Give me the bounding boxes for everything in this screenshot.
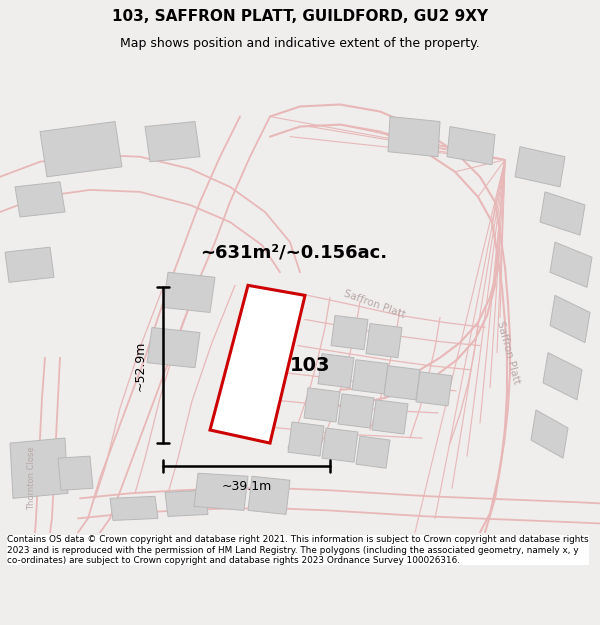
Polygon shape: [356, 436, 390, 468]
Text: Contains OS data © Crown copyright and database right 2021. This information is : Contains OS data © Crown copyright and d…: [7, 535, 589, 565]
Polygon shape: [550, 296, 590, 343]
Polygon shape: [550, 242, 592, 288]
Polygon shape: [543, 352, 582, 400]
Polygon shape: [165, 490, 208, 516]
Polygon shape: [210, 286, 305, 443]
Polygon shape: [10, 438, 68, 498]
Text: 103: 103: [290, 356, 330, 375]
Polygon shape: [304, 388, 340, 422]
Polygon shape: [384, 366, 420, 400]
Text: Saffron Platt: Saffron Platt: [495, 320, 521, 385]
Polygon shape: [15, 182, 65, 217]
Polygon shape: [5, 247, 54, 282]
Polygon shape: [318, 354, 354, 388]
Polygon shape: [531, 410, 568, 458]
Polygon shape: [331, 316, 368, 349]
Polygon shape: [110, 496, 158, 521]
Polygon shape: [147, 328, 200, 367]
Polygon shape: [338, 394, 374, 428]
Polygon shape: [145, 121, 200, 162]
Polygon shape: [366, 324, 402, 357]
Polygon shape: [447, 127, 495, 165]
Text: Saffron Platt: Saffron Platt: [342, 289, 406, 320]
Polygon shape: [372, 400, 408, 434]
Polygon shape: [40, 121, 122, 177]
Polygon shape: [515, 147, 565, 187]
Polygon shape: [540, 192, 585, 235]
Text: 103, SAFFRON PLATT, GUILDFORD, GU2 9XY: 103, SAFFRON PLATT, GUILDFORD, GU2 9XY: [112, 9, 488, 24]
Polygon shape: [388, 116, 440, 157]
Polygon shape: [288, 422, 324, 456]
Text: Map shows position and indicative extent of the property.: Map shows position and indicative extent…: [120, 38, 480, 51]
Polygon shape: [352, 359, 388, 394]
Text: ~631m²/~0.156ac.: ~631m²/~0.156ac.: [200, 243, 387, 261]
Text: ~52.9m: ~52.9m: [134, 341, 147, 391]
Polygon shape: [194, 473, 248, 511]
Polygon shape: [58, 456, 93, 490]
Polygon shape: [163, 272, 215, 312]
Polygon shape: [416, 372, 452, 406]
Text: Thornton Close: Thornton Close: [28, 446, 37, 510]
Polygon shape: [322, 428, 358, 462]
Polygon shape: [248, 476, 290, 514]
Text: ~39.1m: ~39.1m: [222, 480, 272, 493]
